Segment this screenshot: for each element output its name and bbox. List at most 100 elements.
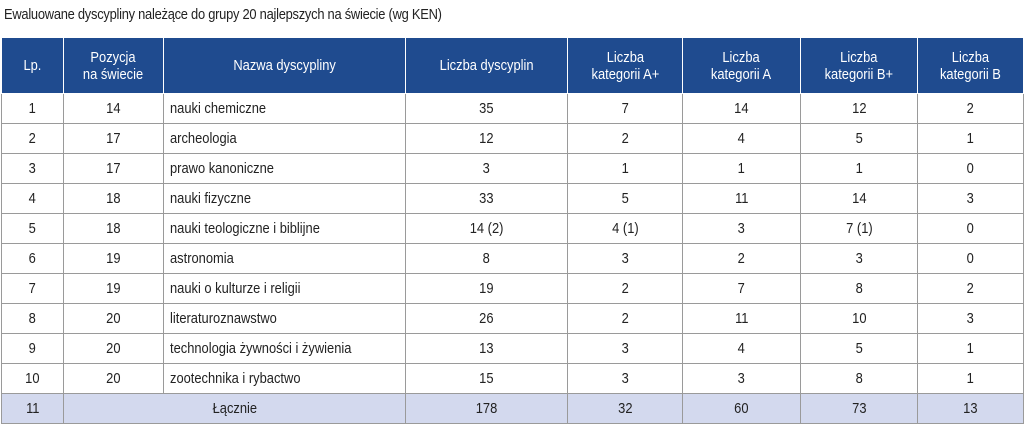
cell-kat-b: 2 — [917, 273, 1024, 304]
cell-liczba: 15 — [405, 363, 568, 394]
cell-kat-a: 2 — [682, 243, 801, 274]
header-nazwa: Nazwa dyscypliny — [163, 37, 406, 94]
total-lp: 11 — [1, 393, 64, 424]
cell-liczba: 14 (2) — [405, 213, 568, 244]
header-kategoria-bplus: Liczba kategorii B+ — [800, 37, 918, 94]
cell-pozycja: 20 — [63, 363, 164, 394]
cell-liczba: 12 — [405, 123, 568, 154]
cell-kat-bplus: 12 — [800, 93, 918, 124]
table-row: 4 18 nauki fizyczne 33 5 11 14 3 — [1, 183, 1024, 214]
cell-nazwa: astronomia — [163, 243, 406, 274]
total-kat-aplus: 32 — [567, 393, 683, 424]
cell-kat-b: 1 — [917, 333, 1024, 364]
cell-kat-a: 4 — [682, 333, 801, 364]
cell-pozycja: 17 — [63, 123, 164, 154]
cell-liczba: 13 — [405, 333, 568, 364]
cell-kat-a: 4 — [682, 123, 801, 154]
cell-nazwa: nauki o kulturze i religii — [163, 273, 406, 304]
cell-nazwa: literaturoznawstwo — [163, 303, 406, 334]
disciplines-table: Lp. Pozycja na świecie Nazwa dyscypliny L… — [1, 37, 1024, 424]
table-row: 10 20 zootechnika i rybactwo 15 3 3 8 1 — [1, 363, 1024, 394]
cell-liczba: 3 — [405, 153, 568, 184]
cell-kat-a: 11 — [682, 303, 801, 334]
cell-liczba: 26 — [405, 303, 568, 334]
total-label: Łącznie — [63, 393, 406, 424]
cell-lp: 9 — [1, 333, 64, 364]
cell-kat-bplus: 5 — [800, 333, 918, 364]
total-liczba: 178 — [405, 393, 568, 424]
cell-kat-b: 1 — [917, 363, 1024, 394]
cell-kat-aplus: 4 (1) — [567, 213, 683, 244]
cell-nazwa: prawo kanoniczne — [163, 153, 406, 184]
cell-kat-b: 3 — [917, 183, 1024, 214]
cell-kat-aplus: 1 — [567, 153, 683, 184]
cell-kat-b: 1 — [917, 123, 1024, 154]
table-row: 7 19 nauki o kulturze i religii 19 2 7 8… — [1, 273, 1024, 304]
cell-kat-a: 7 — [682, 273, 801, 304]
cell-kat-aplus: 7 — [567, 93, 683, 124]
cell-kat-bplus: 7 (1) — [800, 213, 918, 244]
cell-kat-b: 2 — [917, 93, 1024, 124]
cell-kat-aplus: 2 — [567, 303, 683, 334]
header-pozycja: Pozycja na świecie — [63, 37, 164, 94]
cell-kat-b: 0 — [917, 153, 1024, 184]
cell-liczba: 8 — [405, 243, 568, 274]
cell-pozycja: 19 — [63, 243, 164, 274]
cell-pozycja: 17 — [63, 153, 164, 184]
cell-lp: 4 — [1, 183, 64, 214]
cell-kat-bplus: 8 — [800, 273, 918, 304]
cell-liczba: 19 — [405, 273, 568, 304]
table-row: 9 20 technologia żywności i żywienia 13 … — [1, 333, 1024, 364]
cell-nazwa: nauki teologiczne i biblijne — [163, 213, 406, 244]
cell-nazwa: nauki chemiczne — [163, 93, 406, 124]
cell-kat-b: 3 — [917, 303, 1024, 334]
table-row: 1 14 nauki chemiczne 35 7 14 12 2 — [1, 93, 1024, 124]
total-kat-a: 60 — [682, 393, 801, 424]
header-liczba-dyscyplin: Liczba dyscyplin — [405, 37, 568, 94]
table-row: 8 20 literaturoznawstwo 26 2 11 10 3 — [1, 303, 1024, 334]
header-kategoria-aplus: Liczba kategorii A+ — [567, 37, 683, 94]
header-lp: Lp. — [1, 37, 64, 94]
table-caption: Ewaluowane dyscypliny należące do grupy … — [4, 6, 442, 23]
cell-kat-bplus: 14 — [800, 183, 918, 214]
cell-nazwa: technologia żywności i żywienia — [163, 333, 406, 364]
cell-kat-bplus: 8 — [800, 363, 918, 394]
cell-kat-bplus: 5 — [800, 123, 918, 154]
cell-lp: 8 — [1, 303, 64, 334]
cell-kat-bplus: 10 — [800, 303, 918, 334]
cell-kat-aplus: 3 — [567, 333, 683, 364]
total-kat-bplus: 73 — [800, 393, 918, 424]
cell-kat-b: 0 — [917, 243, 1024, 274]
cell-kat-aplus: 5 — [567, 183, 683, 214]
cell-kat-aplus: 2 — [567, 123, 683, 154]
table-row: 2 17 archeologia 12 2 4 5 1 — [1, 123, 1024, 154]
cell-pozycja: 20 — [63, 303, 164, 334]
cell-lp: 2 — [1, 123, 64, 154]
cell-kat-aplus: 3 — [567, 363, 683, 394]
cell-kat-a: 1 — [682, 153, 801, 184]
cell-kat-bplus: 3 — [800, 243, 918, 274]
total-row: 11 Łącznie 178 32 60 73 13 — [1, 393, 1024, 424]
header-kategoria-a: Liczba kategorii A — [682, 37, 801, 94]
total-kat-b: 13 — [917, 393, 1024, 424]
cell-lp: 5 — [1, 213, 64, 244]
header-kategoria-b: Liczba kategorii B — [917, 37, 1024, 94]
cell-kat-a: 14 — [682, 93, 801, 124]
cell-kat-aplus: 2 — [567, 273, 683, 304]
cell-liczba: 35 — [405, 93, 568, 124]
cell-kat-a: 3 — [682, 213, 801, 244]
table-row: 6 19 astronomia 8 3 2 3 0 — [1, 243, 1024, 274]
cell-nazwa: archeologia — [163, 123, 406, 154]
cell-kat-a: 11 — [682, 183, 801, 214]
cell-pozycja: 20 — [63, 333, 164, 364]
cell-lp: 6 — [1, 243, 64, 274]
header-row: Lp. Pozycja na świecie Nazwa dyscypliny L… — [1, 37, 1024, 94]
cell-kat-bplus: 1 — [800, 153, 918, 184]
cell-pozycja: 18 — [63, 183, 164, 214]
cell-pozycja: 14 — [63, 93, 164, 124]
cell-lp: 3 — [1, 153, 64, 184]
cell-pozycja: 18 — [63, 213, 164, 244]
cell-pozycja: 19 — [63, 273, 164, 304]
table-row: 3 17 prawo kanoniczne 3 1 1 1 0 — [1, 153, 1024, 184]
cell-kat-aplus: 3 — [567, 243, 683, 274]
